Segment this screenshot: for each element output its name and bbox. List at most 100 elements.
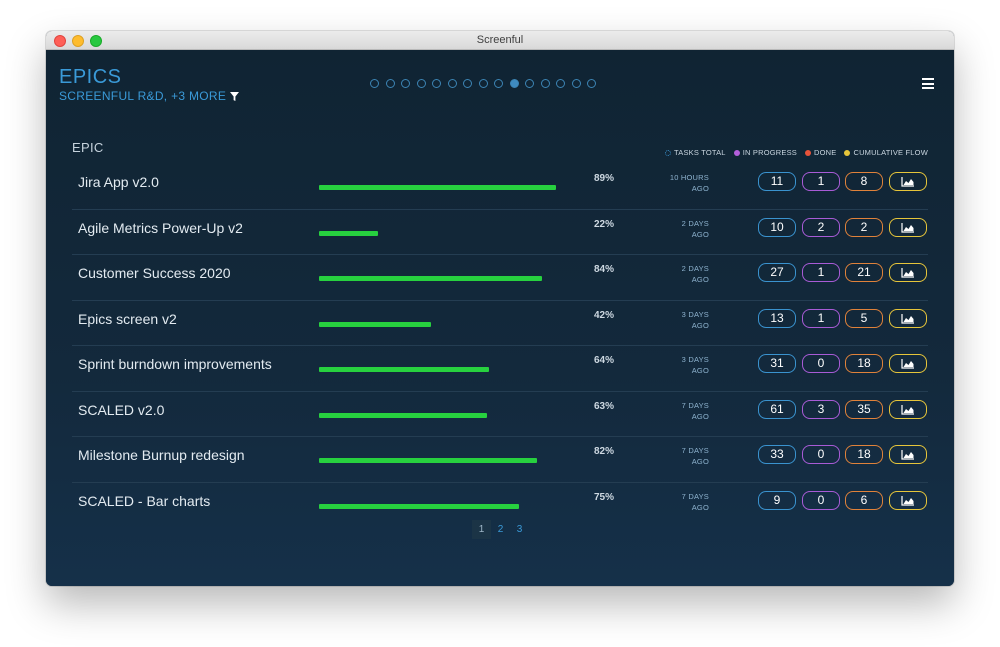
pager-dot[interactable] — [494, 79, 503, 88]
project-filter-label[interactable]: SCREENFUL R&D, +3 MORE — [59, 89, 227, 103]
done-badge[interactable]: 18 — [845, 445, 883, 464]
in-progress-badge[interactable]: 0 — [802, 490, 840, 510]
last-updated-suffix: AGO — [691, 184, 709, 193]
hamburger-menu-icon[interactable] — [922, 78, 934, 89]
in-progress-badge[interactable]: 0 — [802, 445, 840, 464]
tasks-total-badge[interactable]: 27 — [758, 263, 796, 282]
done-badge[interactable]: 35 — [845, 399, 883, 419]
tasks-total-badge[interactable]: 10 — [758, 217, 796, 237]
progress-percent: 42% — [594, 309, 615, 321]
done-badge[interactable]: 2 — [845, 217, 883, 237]
epic-row[interactable]: Agile Metrics Power-Up v2 22% 2 DAYS AGO… — [72, 210, 928, 255]
cumulative-flow-button[interactable] — [889, 354, 927, 373]
cumulative-flow-button[interactable] — [889, 445, 927, 464]
in-progress-badge[interactable]: 0 — [802, 354, 840, 373]
page-link[interactable]: 1 — [472, 520, 491, 539]
filter-icon[interactable] — [230, 91, 240, 101]
last-updated: 7 DAYS AGO — [647, 400, 709, 422]
done-badge[interactable]: 5 — [845, 308, 883, 328]
page-link[interactable]: 3 — [516, 524, 523, 535]
epic-name[interactable]: SCALED v2.0 — [78, 401, 165, 418]
pager-dot[interactable] — [556, 79, 565, 88]
progress-percent: 63% — [594, 400, 615, 412]
project-filter[interactable]: SCREENFUL R&D, +3 MORE — [59, 89, 240, 103]
close-window-button[interactable] — [54, 35, 66, 47]
pager-dot[interactable] — [540, 79, 550, 88]
epic-list: Jira App v2.0 89% 10 HOURS AGO 11 1 8 Ag… — [72, 164, 928, 527]
cumulative-flow-button[interactable] — [889, 172, 927, 191]
epic-row[interactable]: SCALED - Bar charts 75% 7 DAYS AGO 9 0 6 — [72, 483, 928, 528]
last-updated-suffix: AGO — [691, 275, 709, 284]
progress-bar — [319, 321, 585, 327]
page-link[interactable]: 2 — [497, 524, 504, 535]
pager-dot[interactable] — [587, 79, 596, 88]
legend-item: TASKS TOTAL — [665, 148, 726, 157]
progress-percent: 84% — [594, 264, 615, 275]
progress-percent: 89% — [594, 173, 615, 184]
last-updated-amount: 7 DAYS — [681, 400, 709, 410]
area-chart-icon — [901, 450, 914, 460]
pager-dot[interactable] — [571, 79, 581, 88]
in-progress-badge[interactable]: 1 — [802, 308, 840, 328]
last-updated-amount: 3 DAYS — [681, 309, 709, 319]
tasks-total-badge[interactable]: 9 — [758, 490, 796, 510]
tasks-total-badge[interactable]: 13 — [758, 308, 796, 328]
epic-name[interactable]: Agile Metrics Power-Up v2 — [78, 219, 243, 236]
cumulative-flow-button[interactable] — [889, 399, 927, 419]
pager-dot[interactable] — [370, 79, 379, 88]
tasks-total-badge[interactable]: 33 — [758, 445, 796, 464]
legend-dot-icon — [804, 149, 811, 156]
epic-name[interactable]: SCALED - Bar charts — [78, 492, 211, 509]
cumulative-flow-button[interactable] — [889, 308, 927, 328]
pager-dot-active[interactable] — [509, 79, 519, 88]
epic-row[interactable]: Jira App v2.0 89% 10 HOURS AGO 11 1 8 — [72, 164, 928, 210]
epic-name[interactable]: Epics screen v2 — [78, 310, 177, 327]
pager-dot[interactable] — [525, 79, 534, 88]
cumulative-flow-button[interactable] — [889, 490, 927, 510]
pager-dot[interactable] — [463, 79, 472, 88]
pager-dot[interactable] — [447, 79, 457, 88]
epic-row[interactable]: Epics screen v2 42% 3 DAYS AGO 13 1 5 — [72, 301, 928, 346]
epic-row[interactable]: Milestone Burnup redesign 82% 7 DAYS AGO… — [72, 437, 928, 483]
pager-dot[interactable] — [416, 79, 426, 88]
area-chart-icon — [901, 359, 914, 369]
area-chart-icon — [901, 313, 914, 324]
minimize-window-button[interactable] — [72, 35, 84, 47]
epic-row[interactable]: Sprint burndown improvements 64% 3 DAYS … — [72, 346, 928, 392]
cumulative-flow-button[interactable] — [889, 263, 927, 282]
progress-percent: 22% — [594, 218, 615, 230]
screen-pager — [370, 79, 596, 88]
done-badge[interactable]: 8 — [845, 172, 883, 191]
tasks-total-badge[interactable]: 61 — [758, 399, 796, 419]
progress-bar — [319, 367, 585, 372]
pager-dot[interactable] — [385, 79, 395, 88]
in-progress-badge[interactable]: 1 — [802, 172, 840, 191]
progress-percent: 75% — [594, 491, 615, 503]
epic-row[interactable]: Customer Success 2020 84% 2 DAYS AGO 27 … — [72, 255, 928, 301]
pager-dot[interactable] — [432, 79, 441, 88]
in-progress-badge[interactable]: 1 — [802, 263, 840, 282]
last-updated-amount: 7 DAYS — [681, 446, 709, 455]
last-updated: 2 DAYS AGO — [647, 218, 709, 240]
done-badge[interactable]: 21 — [845, 263, 883, 282]
epic-name[interactable]: Jira App v2.0 — [78, 174, 159, 190]
done-badge[interactable]: 6 — [845, 490, 883, 510]
cumulative-flow-button[interactable] — [889, 217, 927, 237]
maximize-window-button[interactable] — [90, 35, 102, 47]
in-progress-badge[interactable]: 2 — [802, 217, 840, 237]
epic-name[interactable]: Milestone Burnup redesign — [78, 447, 245, 463]
pager-dot[interactable] — [401, 79, 410, 88]
epic-name[interactable]: Customer Success 2020 — [78, 265, 231, 281]
epic-name[interactable]: Sprint burndown improvements — [78, 356, 272, 372]
epic-column-header: EPIC — [72, 140, 104, 155]
in-progress-badge[interactable]: 3 — [802, 399, 840, 419]
epic-row[interactable]: SCALED v2.0 63% 7 DAYS AGO 61 3 35 — [72, 392, 928, 437]
pager-dot[interactable] — [478, 79, 488, 88]
tasks-total-badge[interactable]: 31 — [758, 354, 796, 373]
last-updated-amount: 7 DAYS — [681, 491, 709, 501]
legend-dot-icon — [844, 149, 851, 156]
done-badge[interactable]: 18 — [845, 354, 883, 373]
tasks-total-badge[interactable]: 11 — [758, 172, 796, 191]
legend-label: TASKS TOTAL — [674, 148, 726, 157]
progress-bar-fill — [319, 367, 490, 372]
